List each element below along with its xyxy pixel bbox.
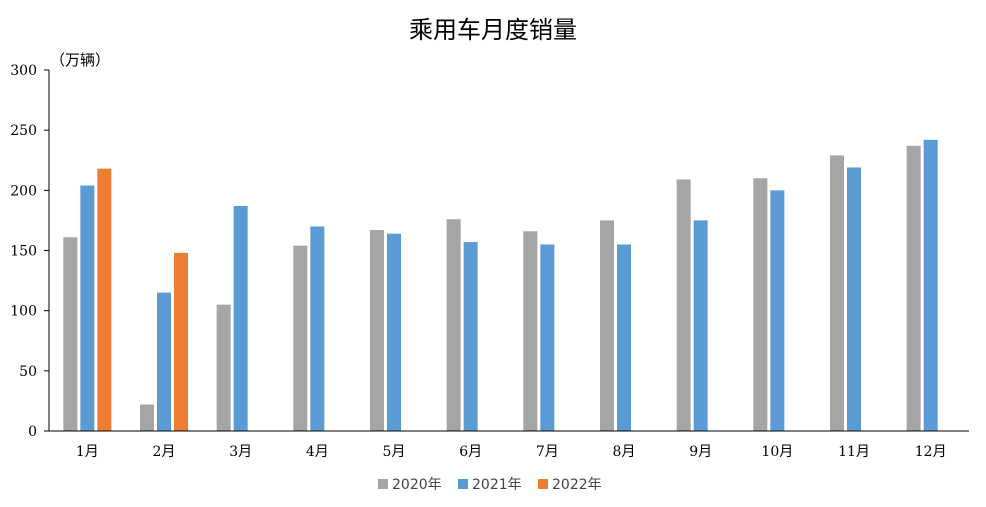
- y-axis-ticks: 0 50 100 150 200 250 300: [10, 63, 49, 440]
- bars-group: [63, 139, 938, 432]
- x-tick-label: 6月: [459, 444, 482, 460]
- bar-2020年-12月: [906, 145, 921, 431]
- bar-2021年-4月: [310, 226, 325, 431]
- x-axis-ticks: 1月 2月 3月 4月 5月 6月 7月 8月 9月 10月 11月 12月: [76, 444, 947, 460]
- x-tick-label: 9月: [689, 444, 712, 460]
- bar-2021年-12月: [923, 139, 938, 431]
- bar-2020年-8月: [600, 220, 614, 431]
- x-tick-label: 4月: [306, 444, 329, 460]
- y-tick-label: 300: [10, 63, 37, 79]
- bar-2020年-5月: [370, 230, 384, 431]
- bar-2021年-10月: [770, 190, 785, 431]
- bar-2022年-1月: [97, 168, 112, 431]
- x-tick-label: 8月: [613, 444, 636, 460]
- bar-2021年-11月: [847, 167, 861, 431]
- bar-2020年-3月: [216, 304, 231, 431]
- bar-2021年-3月: [233, 205, 248, 431]
- x-tick-label: 12月: [915, 444, 947, 460]
- bar-2020年-11月: [830, 155, 844, 432]
- chart-title: 乘用车月度销量: [409, 16, 577, 44]
- bar-2022年-2月: [174, 252, 188, 431]
- legend-swatch: [378, 479, 388, 489]
- x-tick-label: 1月: [76, 444, 99, 460]
- y-tick-label: 200: [10, 183, 37, 199]
- legend-swatch: [538, 479, 548, 489]
- legend-label: 2022年: [552, 477, 602, 493]
- y-tick-label: 100: [10, 304, 37, 320]
- x-tick-label: 11月: [838, 444, 870, 460]
- bar-2020年-1月: [63, 237, 78, 431]
- bar-2020年-2月: [140, 404, 154, 431]
- x-tick-label: 5月: [383, 444, 406, 460]
- y-tick-label: 0: [28, 424, 37, 440]
- x-tick-label: 7月: [536, 444, 559, 460]
- y-tick-label: 250: [10, 123, 37, 139]
- legend-swatch: [458, 479, 468, 489]
- bar-2021年-1月: [80, 185, 95, 431]
- legend: 2020年 2021年 2022年: [378, 477, 602, 493]
- x-tick-label: 2月: [153, 444, 176, 460]
- x-tick-label: 10月: [761, 444, 793, 460]
- bar-2021年-5月: [387, 233, 401, 431]
- bar-2021年-7月: [540, 244, 555, 431]
- bar-2021年-2月: [157, 292, 171, 431]
- x-tick-label: 3月: [229, 444, 252, 460]
- bar-2021年-6月: [463, 242, 478, 431]
- bar-2020年-10月: [753, 178, 768, 431]
- legend-label: 2021年: [472, 477, 522, 493]
- y-tick-label: 150: [10, 244, 37, 260]
- bar-2021年-8月: [617, 244, 631, 431]
- legend-label: 2020年: [392, 477, 442, 493]
- bar-2020年-9月: [676, 179, 691, 431]
- y-axis-unit-label: （万辆）: [50, 51, 110, 69]
- y-tick-label: 50: [19, 364, 37, 380]
- bar-2020年-7月: [523, 231, 538, 431]
- bar-2021年-9月: [693, 220, 708, 431]
- bar-2020年-6月: [446, 219, 461, 431]
- bar-2020年-4月: [293, 245, 308, 431]
